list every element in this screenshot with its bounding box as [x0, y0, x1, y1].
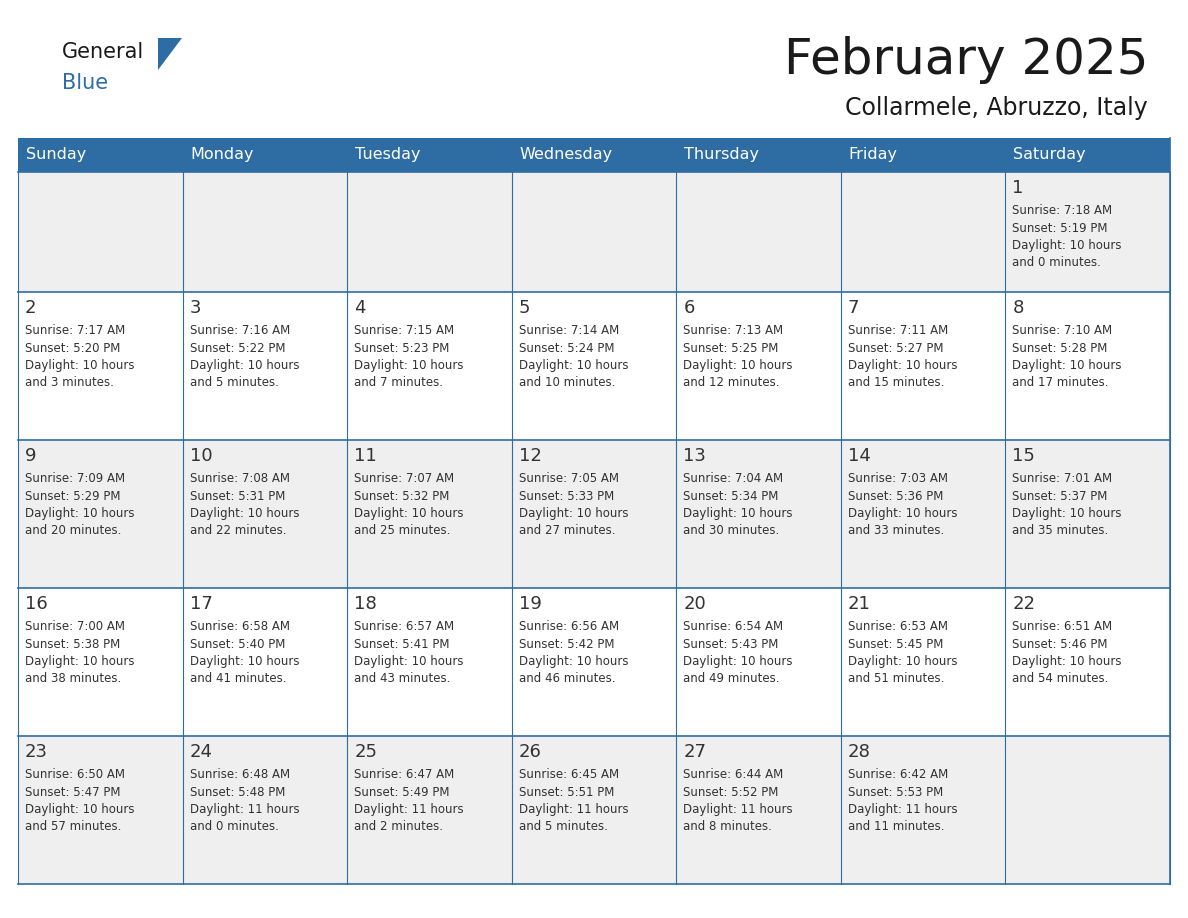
Text: Sunrise: 7:01 AM
Sunset: 5:37 PM
Daylight: 10 hours
and 35 minutes.: Sunrise: 7:01 AM Sunset: 5:37 PM Dayligh… — [1012, 472, 1121, 538]
Text: Sunrise: 7:08 AM
Sunset: 5:31 PM
Daylight: 10 hours
and 22 minutes.: Sunrise: 7:08 AM Sunset: 5:31 PM Dayligh… — [190, 472, 299, 538]
Text: Sunrise: 7:03 AM
Sunset: 5:36 PM
Daylight: 10 hours
and 33 minutes.: Sunrise: 7:03 AM Sunset: 5:36 PM Dayligh… — [848, 472, 958, 538]
Text: Friday: Friday — [849, 148, 898, 162]
Text: Sunrise: 7:05 AM
Sunset: 5:33 PM
Daylight: 10 hours
and 27 minutes.: Sunrise: 7:05 AM Sunset: 5:33 PM Dayligh… — [519, 472, 628, 538]
Text: 21: 21 — [848, 595, 871, 613]
Text: 16: 16 — [25, 595, 48, 613]
Text: 2: 2 — [25, 299, 37, 317]
Text: Sunrise: 6:47 AM
Sunset: 5:49 PM
Daylight: 11 hours
and 2 minutes.: Sunrise: 6:47 AM Sunset: 5:49 PM Dayligh… — [354, 768, 463, 834]
Text: 1: 1 — [1012, 179, 1024, 197]
Text: 28: 28 — [848, 743, 871, 761]
Bar — [18, 440, 1170, 588]
Text: Sunrise: 7:16 AM
Sunset: 5:22 PM
Daylight: 10 hours
and 5 minutes.: Sunrise: 7:16 AM Sunset: 5:22 PM Dayligh… — [190, 324, 299, 389]
Text: 26: 26 — [519, 743, 542, 761]
Polygon shape — [158, 38, 182, 70]
Text: 12: 12 — [519, 447, 542, 465]
Text: 27: 27 — [683, 743, 707, 761]
Text: Sunrise: 6:57 AM
Sunset: 5:41 PM
Daylight: 10 hours
and 43 minutes.: Sunrise: 6:57 AM Sunset: 5:41 PM Dayligh… — [354, 620, 463, 686]
Text: Sunrise: 6:50 AM
Sunset: 5:47 PM
Daylight: 10 hours
and 57 minutes.: Sunrise: 6:50 AM Sunset: 5:47 PM Dayligh… — [25, 768, 134, 834]
Text: 8: 8 — [1012, 299, 1024, 317]
Text: 14: 14 — [848, 447, 871, 465]
Bar — [841, 138, 1005, 172]
Text: 20: 20 — [683, 595, 706, 613]
Bar — [18, 588, 1170, 736]
Text: Sunrise: 6:53 AM
Sunset: 5:45 PM
Daylight: 10 hours
and 51 minutes.: Sunrise: 6:53 AM Sunset: 5:45 PM Dayligh… — [848, 620, 958, 686]
Bar — [1005, 138, 1170, 172]
Text: Wednesday: Wednesday — [519, 148, 613, 162]
Bar — [18, 172, 1170, 292]
Bar — [183, 138, 347, 172]
Text: 25: 25 — [354, 743, 377, 761]
Text: Sunrise: 6:48 AM
Sunset: 5:48 PM
Daylight: 11 hours
and 0 minutes.: Sunrise: 6:48 AM Sunset: 5:48 PM Dayligh… — [190, 768, 299, 834]
Text: General: General — [62, 42, 144, 62]
Text: Sunrise: 6:42 AM
Sunset: 5:53 PM
Daylight: 11 hours
and 11 minutes.: Sunrise: 6:42 AM Sunset: 5:53 PM Dayligh… — [848, 768, 958, 834]
Text: Sunrise: 6:45 AM
Sunset: 5:51 PM
Daylight: 11 hours
and 5 minutes.: Sunrise: 6:45 AM Sunset: 5:51 PM Dayligh… — [519, 768, 628, 834]
Text: Saturday: Saturday — [1013, 148, 1086, 162]
Text: 24: 24 — [190, 743, 213, 761]
Text: February 2025: February 2025 — [784, 36, 1148, 84]
Text: 6: 6 — [683, 299, 695, 317]
Bar — [18, 138, 183, 172]
Bar — [18, 736, 1170, 884]
Text: Sunrise: 7:00 AM
Sunset: 5:38 PM
Daylight: 10 hours
and 38 minutes.: Sunrise: 7:00 AM Sunset: 5:38 PM Dayligh… — [25, 620, 134, 686]
Bar — [347, 138, 512, 172]
Text: 17: 17 — [190, 595, 213, 613]
Bar — [18, 292, 1170, 440]
Text: Sunrise: 7:18 AM
Sunset: 5:19 PM
Daylight: 10 hours
and 0 minutes.: Sunrise: 7:18 AM Sunset: 5:19 PM Dayligh… — [1012, 204, 1121, 270]
Text: Sunrise: 6:51 AM
Sunset: 5:46 PM
Daylight: 10 hours
and 54 minutes.: Sunrise: 6:51 AM Sunset: 5:46 PM Dayligh… — [1012, 620, 1121, 686]
Text: 4: 4 — [354, 299, 366, 317]
Text: Sunrise: 7:10 AM
Sunset: 5:28 PM
Daylight: 10 hours
and 17 minutes.: Sunrise: 7:10 AM Sunset: 5:28 PM Dayligh… — [1012, 324, 1121, 389]
Bar — [676, 138, 841, 172]
Text: 10: 10 — [190, 447, 213, 465]
Text: Sunrise: 7:13 AM
Sunset: 5:25 PM
Daylight: 10 hours
and 12 minutes.: Sunrise: 7:13 AM Sunset: 5:25 PM Dayligh… — [683, 324, 792, 389]
Text: Sunday: Sunday — [26, 148, 87, 162]
Text: Sunrise: 7:17 AM
Sunset: 5:20 PM
Daylight: 10 hours
and 3 minutes.: Sunrise: 7:17 AM Sunset: 5:20 PM Dayligh… — [25, 324, 134, 389]
Text: 7: 7 — [848, 299, 859, 317]
Text: Tuesday: Tuesday — [355, 148, 421, 162]
Text: 18: 18 — [354, 595, 377, 613]
Text: Monday: Monday — [190, 148, 254, 162]
Text: Sunrise: 6:54 AM
Sunset: 5:43 PM
Daylight: 10 hours
and 49 minutes.: Sunrise: 6:54 AM Sunset: 5:43 PM Dayligh… — [683, 620, 792, 686]
Bar — [512, 138, 676, 172]
Text: 11: 11 — [354, 447, 377, 465]
Text: Sunrise: 7:15 AM
Sunset: 5:23 PM
Daylight: 10 hours
and 7 minutes.: Sunrise: 7:15 AM Sunset: 5:23 PM Dayligh… — [354, 324, 463, 389]
Text: Collarmele, Abruzzo, Italy: Collarmele, Abruzzo, Italy — [845, 96, 1148, 120]
Text: 23: 23 — [25, 743, 48, 761]
Text: Sunrise: 7:14 AM
Sunset: 5:24 PM
Daylight: 10 hours
and 10 minutes.: Sunrise: 7:14 AM Sunset: 5:24 PM Dayligh… — [519, 324, 628, 389]
Text: Sunrise: 6:44 AM
Sunset: 5:52 PM
Daylight: 11 hours
and 8 minutes.: Sunrise: 6:44 AM Sunset: 5:52 PM Dayligh… — [683, 768, 792, 834]
Text: 19: 19 — [519, 595, 542, 613]
Text: Sunrise: 7:04 AM
Sunset: 5:34 PM
Daylight: 10 hours
and 30 minutes.: Sunrise: 7:04 AM Sunset: 5:34 PM Dayligh… — [683, 472, 792, 538]
Text: 13: 13 — [683, 447, 706, 465]
Text: Sunrise: 7:07 AM
Sunset: 5:32 PM
Daylight: 10 hours
and 25 minutes.: Sunrise: 7:07 AM Sunset: 5:32 PM Dayligh… — [354, 472, 463, 538]
Text: 15: 15 — [1012, 447, 1035, 465]
Text: Sunrise: 7:11 AM
Sunset: 5:27 PM
Daylight: 10 hours
and 15 minutes.: Sunrise: 7:11 AM Sunset: 5:27 PM Dayligh… — [848, 324, 958, 389]
Text: 9: 9 — [25, 447, 37, 465]
Text: Sunrise: 7:09 AM
Sunset: 5:29 PM
Daylight: 10 hours
and 20 minutes.: Sunrise: 7:09 AM Sunset: 5:29 PM Dayligh… — [25, 472, 134, 538]
Text: Blue: Blue — [62, 73, 108, 93]
Text: 22: 22 — [1012, 595, 1036, 613]
Text: Thursday: Thursday — [684, 148, 759, 162]
Text: Sunrise: 6:56 AM
Sunset: 5:42 PM
Daylight: 10 hours
and 46 minutes.: Sunrise: 6:56 AM Sunset: 5:42 PM Dayligh… — [519, 620, 628, 686]
Text: 3: 3 — [190, 299, 201, 317]
Text: 5: 5 — [519, 299, 530, 317]
Text: Sunrise: 6:58 AM
Sunset: 5:40 PM
Daylight: 10 hours
and 41 minutes.: Sunrise: 6:58 AM Sunset: 5:40 PM Dayligh… — [190, 620, 299, 686]
